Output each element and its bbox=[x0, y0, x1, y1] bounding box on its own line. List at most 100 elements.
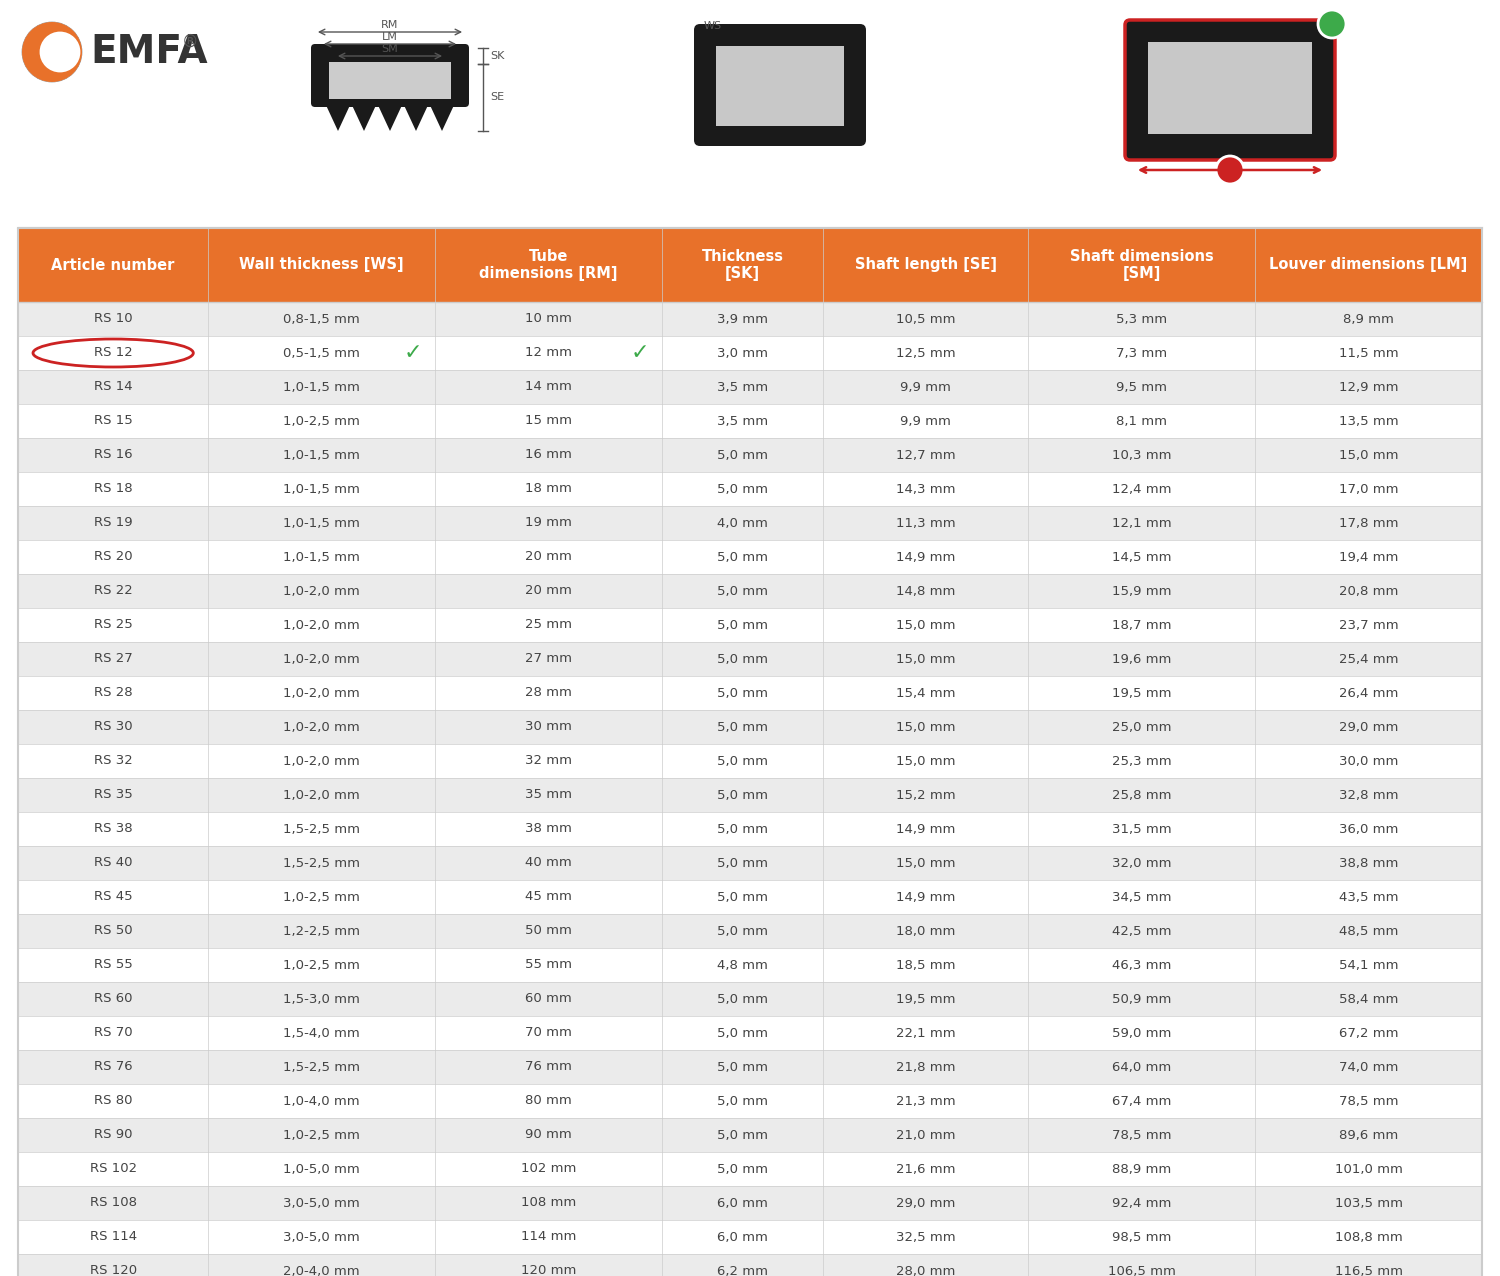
Text: 31,5 mm: 31,5 mm bbox=[1112, 823, 1172, 836]
Text: 14,9 mm: 14,9 mm bbox=[896, 823, 956, 836]
Bar bbox=[18, 607, 1482, 642]
Text: 9,9 mm: 9,9 mm bbox=[900, 380, 951, 393]
Text: RS 10: RS 10 bbox=[94, 313, 132, 325]
Bar bbox=[18, 812, 1482, 846]
Text: SE: SE bbox=[490, 92, 504, 102]
Text: 8,9 mm: 8,9 mm bbox=[1342, 313, 1394, 325]
Text: 90 mm: 90 mm bbox=[525, 1128, 572, 1142]
Text: 3,0-5,0 mm: 3,0-5,0 mm bbox=[284, 1197, 360, 1210]
Bar bbox=[18, 1016, 1482, 1050]
Text: 5,0 mm: 5,0 mm bbox=[717, 1026, 768, 1040]
Bar bbox=[18, 880, 1482, 914]
Text: 102 mm: 102 mm bbox=[520, 1162, 576, 1175]
Text: 106,5 mm: 106,5 mm bbox=[1107, 1265, 1176, 1276]
Bar bbox=[18, 370, 1482, 404]
Text: 45 mm: 45 mm bbox=[525, 891, 572, 903]
Text: 1,0-2,0 mm: 1,0-2,0 mm bbox=[284, 686, 360, 699]
Text: 58,4 mm: 58,4 mm bbox=[1340, 993, 1398, 1005]
Text: 15,0 mm: 15,0 mm bbox=[896, 721, 956, 734]
Text: 5,0 mm: 5,0 mm bbox=[717, 686, 768, 699]
Bar bbox=[18, 228, 1482, 302]
Text: 5,0 mm: 5,0 mm bbox=[717, 482, 768, 495]
Text: 28,0 mm: 28,0 mm bbox=[896, 1265, 956, 1276]
Text: 15,0 mm: 15,0 mm bbox=[1340, 448, 1398, 462]
Text: 1,0-2,0 mm: 1,0-2,0 mm bbox=[284, 754, 360, 767]
Text: 42,5 mm: 42,5 mm bbox=[1112, 925, 1172, 938]
Text: 18 mm: 18 mm bbox=[525, 482, 572, 495]
Bar bbox=[18, 1152, 1482, 1185]
Text: 5,0 mm: 5,0 mm bbox=[717, 1060, 768, 1073]
Text: 1,0-2,5 mm: 1,0-2,5 mm bbox=[284, 891, 360, 903]
Text: 1,0-2,5 mm: 1,0-2,5 mm bbox=[284, 958, 360, 971]
Text: 1,0-2,0 mm: 1,0-2,0 mm bbox=[284, 789, 360, 801]
Text: 19 mm: 19 mm bbox=[525, 517, 572, 530]
Text: 15,0 mm: 15,0 mm bbox=[896, 754, 956, 767]
Text: LM: LM bbox=[382, 32, 398, 42]
Bar bbox=[18, 336, 1482, 370]
Text: 98,5 mm: 98,5 mm bbox=[1112, 1230, 1172, 1244]
Text: 1,0-1,5 mm: 1,0-1,5 mm bbox=[284, 380, 360, 393]
Text: RS 18: RS 18 bbox=[94, 482, 132, 495]
Text: 54,1 mm: 54,1 mm bbox=[1340, 958, 1398, 971]
Text: RS 70: RS 70 bbox=[94, 1026, 132, 1040]
Bar bbox=[18, 302, 1482, 336]
Text: 9,5 mm: 9,5 mm bbox=[1116, 380, 1167, 393]
Text: 19,5 mm: 19,5 mm bbox=[1112, 686, 1172, 699]
Text: RS 38: RS 38 bbox=[94, 823, 132, 836]
Text: 26,4 mm: 26,4 mm bbox=[1340, 686, 1398, 699]
Text: 19,4 mm: 19,4 mm bbox=[1340, 550, 1398, 564]
Text: 120 mm: 120 mm bbox=[520, 1265, 576, 1276]
Text: 78,5 mm: 78,5 mm bbox=[1112, 1128, 1172, 1142]
Text: RS 90: RS 90 bbox=[94, 1128, 132, 1142]
Text: Tube
dimensions [RM]: Tube dimensions [RM] bbox=[480, 249, 618, 281]
Bar bbox=[1148, 42, 1312, 134]
Text: RS 35: RS 35 bbox=[94, 789, 132, 801]
Text: 21,6 mm: 21,6 mm bbox=[896, 1162, 956, 1175]
Text: 5,0 mm: 5,0 mm bbox=[717, 789, 768, 801]
Text: 3,9 mm: 3,9 mm bbox=[717, 313, 768, 325]
Text: RS 45: RS 45 bbox=[94, 891, 132, 903]
Text: Thickness
[SK]: Thickness [SK] bbox=[702, 249, 783, 281]
Text: 9,9 mm: 9,9 mm bbox=[900, 415, 951, 427]
Text: 5,0 mm: 5,0 mm bbox=[717, 721, 768, 734]
Text: 60 mm: 60 mm bbox=[525, 993, 572, 1005]
Text: 16 mm: 16 mm bbox=[525, 448, 572, 462]
Text: ®: ® bbox=[182, 33, 198, 51]
Bar bbox=[18, 472, 1482, 507]
Text: RS 76: RS 76 bbox=[94, 1060, 132, 1073]
Text: 10,5 mm: 10,5 mm bbox=[896, 313, 956, 325]
Text: 38,8 mm: 38,8 mm bbox=[1340, 856, 1398, 869]
Text: 11,3 mm: 11,3 mm bbox=[896, 517, 956, 530]
Text: 5,0 mm: 5,0 mm bbox=[717, 550, 768, 564]
Bar bbox=[18, 948, 1482, 983]
Text: RS 27: RS 27 bbox=[94, 652, 132, 666]
Text: 1,2-2,5 mm: 1,2-2,5 mm bbox=[284, 925, 360, 938]
Bar bbox=[18, 983, 1482, 1016]
Text: 74,0 mm: 74,0 mm bbox=[1340, 1060, 1398, 1073]
Text: 30 mm: 30 mm bbox=[525, 721, 572, 734]
Text: 1,5-2,5 mm: 1,5-2,5 mm bbox=[284, 823, 360, 836]
Text: 20,8 mm: 20,8 mm bbox=[1340, 584, 1398, 597]
Text: 21,0 mm: 21,0 mm bbox=[896, 1128, 956, 1142]
Text: RS 30: RS 30 bbox=[94, 721, 132, 734]
Text: 76 mm: 76 mm bbox=[525, 1060, 572, 1073]
Bar bbox=[716, 46, 844, 126]
Text: 5,0 mm: 5,0 mm bbox=[717, 823, 768, 836]
Bar bbox=[18, 507, 1482, 540]
FancyBboxPatch shape bbox=[310, 43, 470, 107]
Text: Wall thickness [WS]: Wall thickness [WS] bbox=[240, 258, 404, 273]
Text: 67,2 mm: 67,2 mm bbox=[1340, 1026, 1398, 1040]
Text: 7,3 mm: 7,3 mm bbox=[1116, 347, 1167, 360]
Text: 20 mm: 20 mm bbox=[525, 584, 572, 597]
Text: 5,0 mm: 5,0 mm bbox=[717, 1128, 768, 1142]
Text: 8,1 mm: 8,1 mm bbox=[1116, 415, 1167, 427]
Text: 32,0 mm: 32,0 mm bbox=[1112, 856, 1172, 869]
Text: 6,0 mm: 6,0 mm bbox=[717, 1230, 768, 1244]
Text: 1,0-2,5 mm: 1,0-2,5 mm bbox=[284, 1128, 360, 1142]
Text: 1,0-1,5 mm: 1,0-1,5 mm bbox=[284, 517, 360, 530]
Bar bbox=[18, 228, 1482, 1276]
Text: RS 19: RS 19 bbox=[94, 517, 132, 530]
Text: 15,4 mm: 15,4 mm bbox=[896, 686, 956, 699]
Bar bbox=[18, 438, 1482, 472]
Text: RS 55: RS 55 bbox=[94, 958, 132, 971]
